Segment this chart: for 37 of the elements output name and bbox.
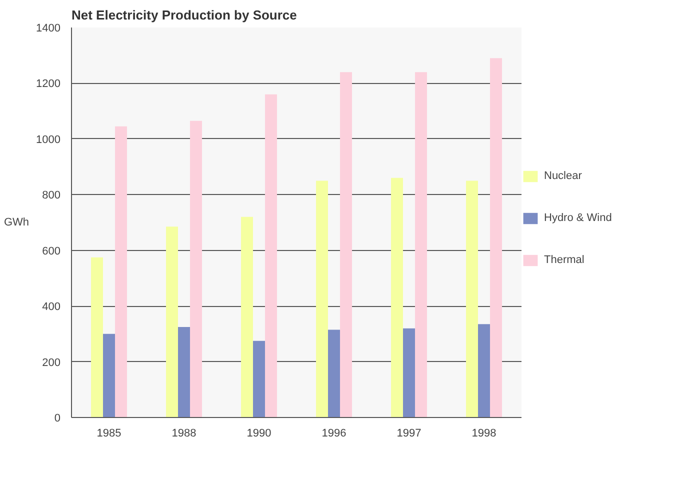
bar xyxy=(241,216,253,418)
x-tick-label: 1990 xyxy=(246,428,272,440)
y-tick-label: 0 xyxy=(54,412,61,424)
y-tick-label: 200 xyxy=(42,356,61,369)
bar xyxy=(391,178,403,418)
y-tick-label: 1200 xyxy=(36,78,61,90)
x-tick-label: 1996 xyxy=(322,428,346,440)
bar xyxy=(415,72,427,418)
y-axis-title: GWh xyxy=(4,216,30,228)
bar xyxy=(265,94,277,418)
x-tick-label: 1988 xyxy=(172,428,196,440)
bar xyxy=(328,330,340,418)
y-tick-label: 1000 xyxy=(36,134,61,146)
legend-label: Thermal xyxy=(544,254,584,266)
chart-title: Net Electricity Production by Source xyxy=(72,8,297,22)
legend-label: Nuclear xyxy=(544,170,582,182)
bar xyxy=(103,334,115,418)
bar xyxy=(166,226,178,418)
bar xyxy=(253,340,265,418)
x-tick-label: 1998 xyxy=(472,428,496,440)
bar xyxy=(178,326,190,418)
y-tick-label: 600 xyxy=(42,245,61,258)
bar xyxy=(403,328,415,418)
bar xyxy=(466,180,478,418)
x-tick-label: 1997 xyxy=(396,428,422,440)
x-tick-label: 1985 xyxy=(96,428,122,440)
y-tick-label: 800 xyxy=(42,190,61,202)
bar xyxy=(490,58,502,418)
bar xyxy=(91,257,103,418)
bar xyxy=(316,180,328,418)
y-tick-label: 1400 xyxy=(36,22,61,34)
bar xyxy=(340,72,352,418)
bar xyxy=(478,324,490,418)
y-tick-label: 400 xyxy=(42,301,61,314)
bar xyxy=(190,120,202,418)
bar xyxy=(115,126,127,418)
legend-label: Hydro & Wind xyxy=(544,212,612,224)
